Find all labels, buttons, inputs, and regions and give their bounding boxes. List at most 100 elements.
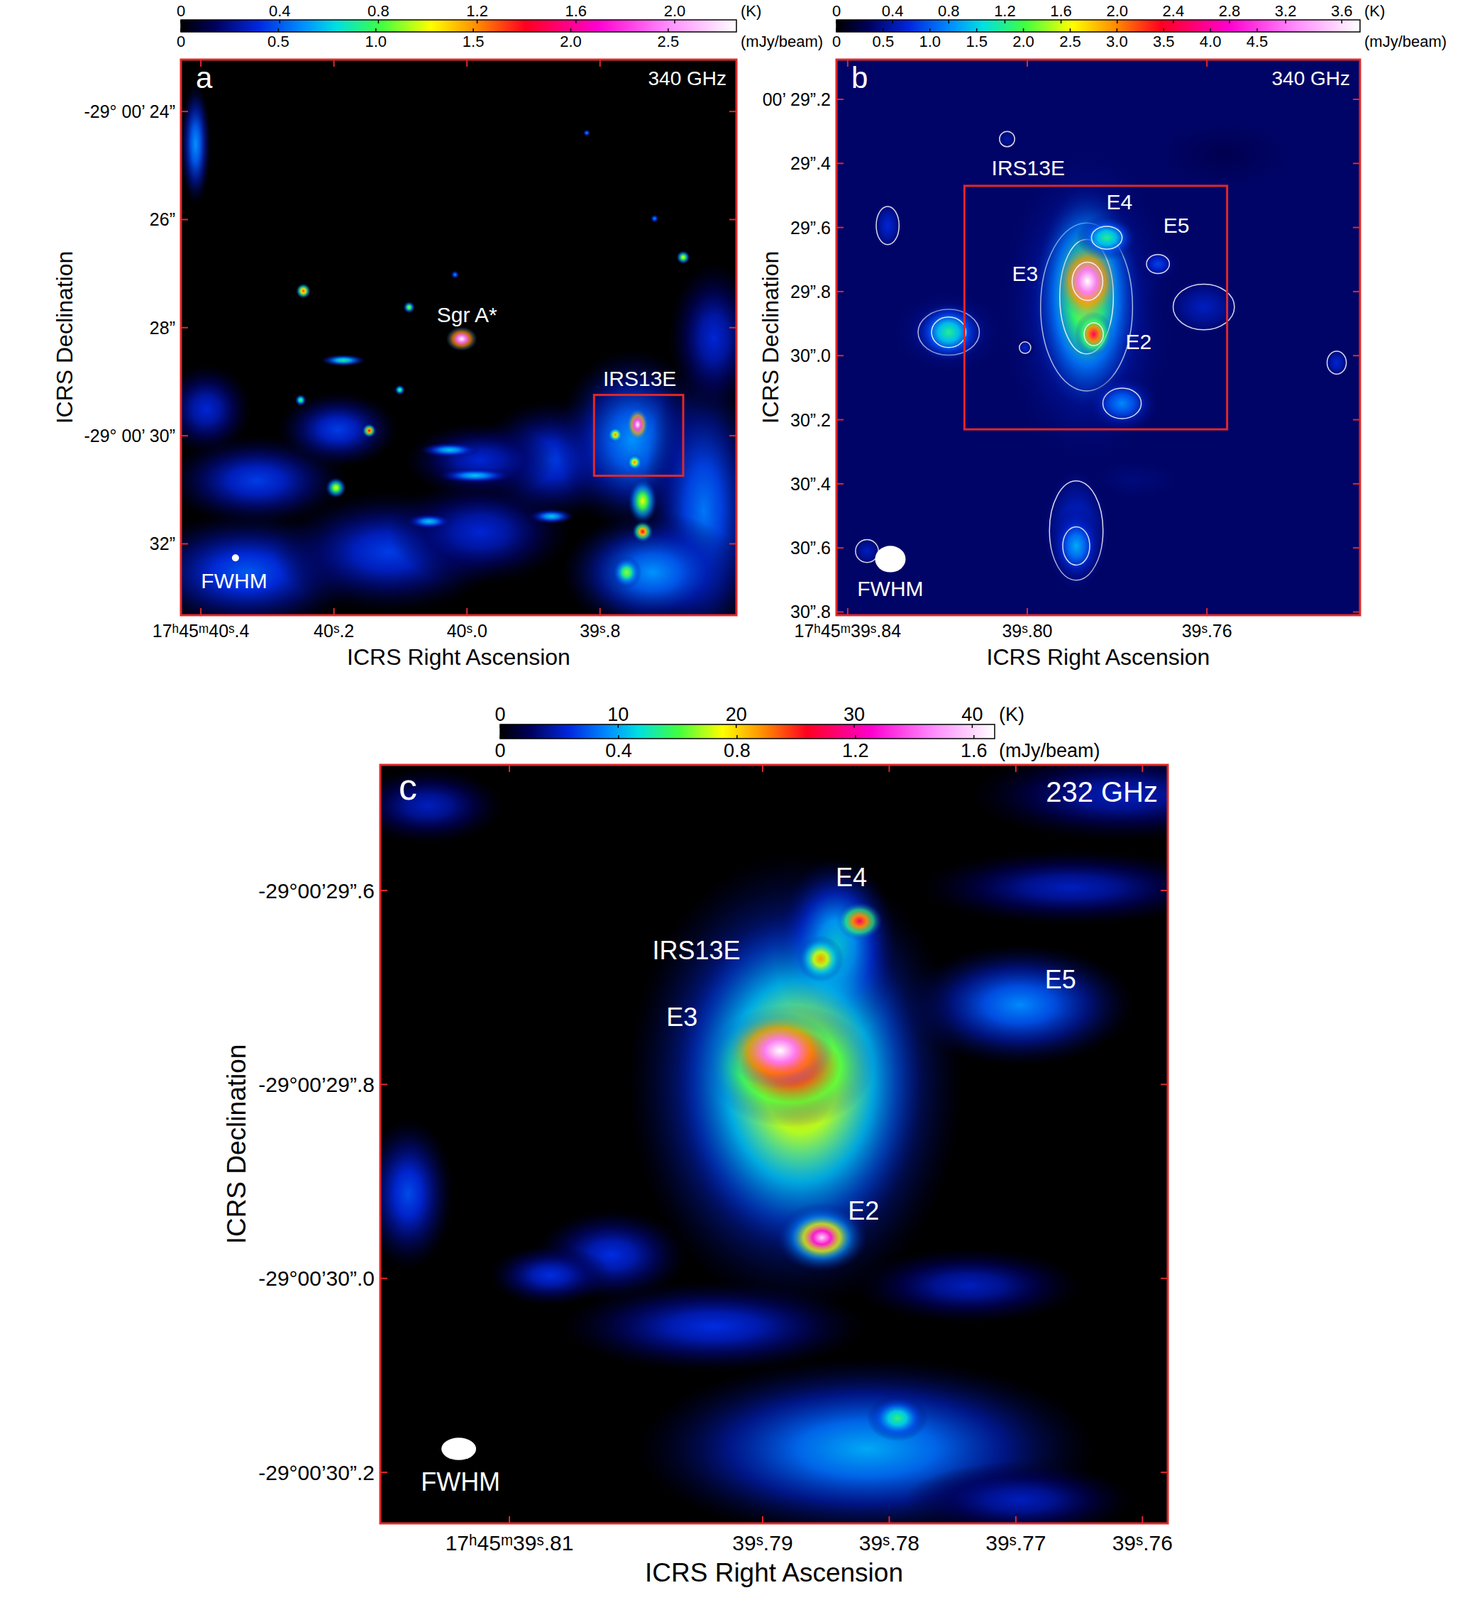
- x-tick: [888, 1516, 890, 1524]
- emission-source: [611, 556, 642, 589]
- x-tick: [761, 1516, 764, 1524]
- x-tick: [333, 59, 335, 67]
- emission-source: [561, 510, 737, 616]
- emission-source: [295, 283, 311, 299]
- colorbar-tick: [1116, 19, 1119, 24]
- colorbar-tick: [617, 735, 620, 739]
- y-tick: [1160, 1083, 1168, 1085]
- colorbar-unit: (mJy/beam): [740, 32, 823, 51]
- frequency: 340 GHz: [1272, 67, 1351, 90]
- annotation: FWHM: [420, 1467, 501, 1497]
- emission-source: [403, 422, 557, 499]
- emission-source: [277, 391, 400, 468]
- y-tick-label: 30”.8: [790, 601, 831, 622]
- panel-letter: c: [398, 766, 418, 808]
- contour: [855, 539, 879, 563]
- y-tick-label: -29° 00’ 24”: [83, 101, 176, 122]
- colorbar-tick-label: 2.5: [1059, 32, 1082, 51]
- colorbar-tick-label: 1.0: [364, 32, 387, 51]
- emission-source: [180, 363, 252, 455]
- colorbar-tick: [673, 19, 676, 24]
- colorbar-tick: [1163, 28, 1165, 32]
- x-axis-title: ICRS Right Ascension: [346, 644, 571, 670]
- y-tick: [836, 419, 844, 421]
- emission-source: [904, 1461, 1135, 1524]
- y-tick: [1352, 354, 1361, 357]
- colorbar-unit: (mJy/beam): [1364, 32, 1447, 51]
- x-tick-label: 39ˢ.8: [579, 620, 621, 641]
- colorbar-tick: [929, 28, 931, 32]
- plot-area: [180, 59, 737, 616]
- colorbar-tick-label: 2.0: [1106, 2, 1129, 20]
- y-tick-label: -29°00’30”.2: [258, 1460, 375, 1485]
- y-tick: [380, 889, 388, 892]
- x-tick: [200, 608, 202, 616]
- x-tick: [1015, 764, 1017, 772]
- colorbar: [500, 724, 995, 739]
- region-box: [593, 395, 684, 477]
- y-tick: [1352, 98, 1361, 101]
- colorbar-tick: [575, 19, 577, 24]
- x-tick: [200, 59, 202, 67]
- contour: [1084, 322, 1104, 346]
- emission-source: [864, 187, 911, 264]
- region-box: [964, 185, 1227, 430]
- x-tick: [761, 764, 764, 772]
- y-tick-label: 00’ 29”.2: [762, 89, 831, 110]
- x-tick: [847, 59, 849, 67]
- y-tick: [380, 1083, 388, 1085]
- emission-source: [528, 508, 575, 525]
- annotation: E5: [1163, 213, 1190, 237]
- colorbar-tick-label: 0: [494, 739, 506, 762]
- annotation: E2: [847, 1196, 880, 1226]
- emission-source: [676, 250, 691, 264]
- frequency: 340 GHz: [648, 67, 728, 90]
- colorbar-tick: [976, 28, 978, 32]
- emission-source: [1049, 507, 1104, 585]
- frame: [836, 59, 1361, 616]
- y-tick: [1352, 610, 1361, 613]
- annotation: Sgr A*: [437, 302, 498, 327]
- y-tick: [180, 434, 189, 437]
- frame: [180, 59, 737, 616]
- y-tick-label: 29”.6: [790, 217, 831, 238]
- annotation: E3: [1011, 261, 1038, 286]
- y-tick: [1352, 419, 1361, 421]
- emission-source: [1023, 431, 1131, 616]
- x-axis-title: ICRS Right Ascension: [644, 1557, 904, 1588]
- colorbar-tick-label: 3.5: [1152, 32, 1175, 51]
- contour: [1019, 341, 1031, 354]
- y-tick: [1352, 162, 1361, 164]
- y-tick-label: 30”.6: [790, 537, 831, 558]
- plot-area: [380, 764, 1168, 1524]
- panel-letter: a: [195, 61, 213, 95]
- annotation: E3: [666, 1002, 698, 1032]
- emission-source: [1135, 244, 1182, 284]
- x-tick-label: 17ʰ45ᵐ40ˢ.4: [152, 620, 250, 641]
- annotation: IRS13E: [991, 156, 1065, 180]
- x-tick-label: 17ʰ45ᵐ39ˢ.81: [445, 1531, 574, 1555]
- y-tick: [380, 1277, 388, 1280]
- emission-source: [1317, 339, 1356, 386]
- colorbar-tick-label: 0.8: [937, 2, 960, 20]
- colorbar-tick: [570, 28, 572, 32]
- y-tick: [1352, 483, 1361, 485]
- colorbar-tick-label: 20: [725, 703, 748, 726]
- colorbar-tick-label: 1.6: [565, 2, 588, 20]
- colorbar-tick: [180, 19, 182, 24]
- emission-source: [866, 1394, 928, 1441]
- y-tick: [1352, 227, 1361, 229]
- colorbar-unit: (mJy/beam): [998, 739, 1101, 762]
- y-tick: [836, 610, 844, 613]
- y-tick-label: 26”: [149, 209, 176, 230]
- y-tick-label: -29°00’29”.8: [258, 1072, 375, 1097]
- y-tick: [180, 110, 189, 113]
- y-tick: [836, 98, 844, 101]
- emission-source: [380, 1116, 455, 1270]
- colorbar-tick: [378, 19, 380, 24]
- colorbar-tick: [1116, 28, 1119, 32]
- colorbar-tick: [835, 19, 838, 24]
- colorbar-tick-label: 0: [176, 2, 186, 20]
- colorbar-tick: [472, 28, 474, 32]
- x-tick: [1015, 1516, 1017, 1524]
